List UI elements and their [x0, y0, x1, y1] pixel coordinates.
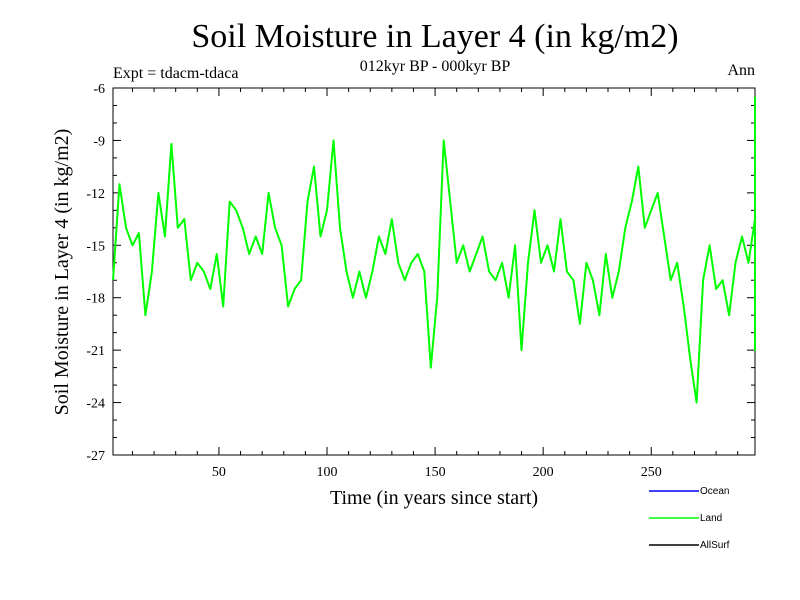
y-tick-label: -15: [86, 239, 105, 254]
x-tick-label: 250: [641, 465, 662, 480]
x-axis-label: Time (in years since start): [330, 487, 538, 509]
legend-label-land: Land: [700, 513, 722, 524]
series-layer: [112, 96, 756, 404]
chart-title: Soil Moisture in Layer 4 (in kg/m2): [191, 18, 678, 55]
y-tick-label: -24: [86, 397, 105, 412]
x-tick-label: 50: [212, 465, 226, 480]
x-axis: 50 100 150 200 250: [131, 88, 739, 480]
y-tick-label: -6: [93, 82, 105, 97]
season-label: Ann: [727, 62, 755, 79]
y-axis: -27 -24 -21 -18 -15 -12 -9 -6: [86, 82, 755, 464]
y-tick-label: -27: [86, 449, 105, 464]
plot-frame: [112, 87, 756, 456]
x-tick-label: 200: [533, 465, 554, 480]
legend-label-allsurf: AllSurf: [700, 540, 730, 551]
legend-label-ocean: Ocean: [700, 486, 729, 497]
x-tick-label: 100: [317, 465, 338, 480]
chart-subtitle: 012kyr BP - 000kyr BP: [360, 58, 511, 75]
legend: Ocean Land AllSurf: [649, 486, 730, 551]
y-axis-label: Soil Moisture in Layer 4 (in kg/m2): [51, 129, 73, 416]
x-tick-label: 150: [425, 465, 446, 480]
y-tick-label: -9: [93, 134, 105, 149]
experiment-label: Expt = tdacm-tdaca: [113, 65, 238, 82]
y-tick-label: -21: [86, 344, 105, 359]
series-line-land: [112, 96, 756, 404]
y-tick-label: -18: [86, 292, 105, 307]
y-tick-label: -12: [86, 187, 105, 202]
